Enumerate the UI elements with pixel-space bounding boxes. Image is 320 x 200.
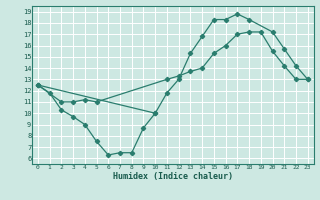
X-axis label: Humidex (Indice chaleur): Humidex (Indice chaleur)	[113, 172, 233, 181]
